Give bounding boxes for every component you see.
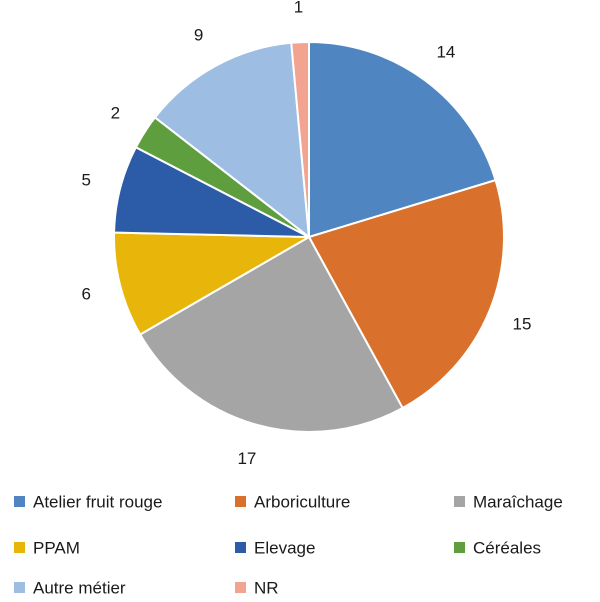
data-label-arboriculture: 15 <box>513 314 532 333</box>
legend: Atelier fruit rouge Arboriculture Maraîcha… <box>14 493 563 598</box>
legend-swatch-cereales <box>454 542 465 553</box>
legend-swatch-maraichage <box>454 496 465 507</box>
data-label-ppam: 6 <box>81 285 90 304</box>
pie-data-labels: 14 15 17 6 5 2 9 1 <box>81 0 531 468</box>
pie-slice-atelier-fruit-rouge <box>308 40 497 239</box>
legend-item-maraichage: Maraîchage <box>454 493 563 512</box>
legend-item-atelier-fruit-rouge: Atelier fruit rouge <box>14 493 162 512</box>
data-label-cereales: 2 <box>111 104 120 123</box>
legend-label-atelier-fruit-rouge: Atelier fruit rouge <box>33 493 162 512</box>
data-label-nr: 1 <box>294 0 303 17</box>
legend-label-elevage: Elevage <box>254 539 315 558</box>
data-label-elevage: 5 <box>81 171 90 190</box>
legend-label-maraichage: Maraîchage <box>473 493 563 512</box>
data-label-atelier-fruit-rouge: 14 <box>436 43 455 62</box>
legend-swatch-ppam <box>14 542 25 553</box>
legend-item-autre-metier: Autre métier <box>14 579 126 598</box>
pie-slice-ppam <box>113 231 313 336</box>
legend-label-cereales: Céréales <box>473 539 541 558</box>
legend-item-cereales: Céréales <box>454 539 541 558</box>
legend-swatch-nr <box>235 582 246 593</box>
pie-slice-autre-metier <box>153 41 311 240</box>
legend-swatch-atelier-fruit-rouge <box>14 496 25 507</box>
legend-swatch-elevage <box>235 542 246 553</box>
pie-slice-nr <box>290 40 310 238</box>
pie-slices <box>113 40 505 433</box>
legend-label-ppam: PPAM <box>33 539 80 558</box>
legend-label-autre-metier: Autre métier <box>33 579 126 598</box>
data-label-maraichage: 17 <box>237 449 256 468</box>
legend-item-elevage: Elevage <box>235 539 315 558</box>
legend-item-nr: NR <box>235 579 279 598</box>
legend-label-arboriculture: Arboriculture <box>254 493 350 512</box>
legend-swatch-autre-metier <box>14 582 25 593</box>
legend-item-arboriculture: Arboriculture <box>235 493 350 512</box>
legend-label-nr: NR <box>254 579 279 598</box>
legend-item-ppam: PPAM <box>14 539 80 558</box>
legend-swatch-arboriculture <box>235 496 246 507</box>
pie-slice-arboriculture <box>307 178 505 410</box>
pie-slice-maraichage <box>138 235 404 433</box>
data-label-autre-metier: 9 <box>194 26 203 45</box>
